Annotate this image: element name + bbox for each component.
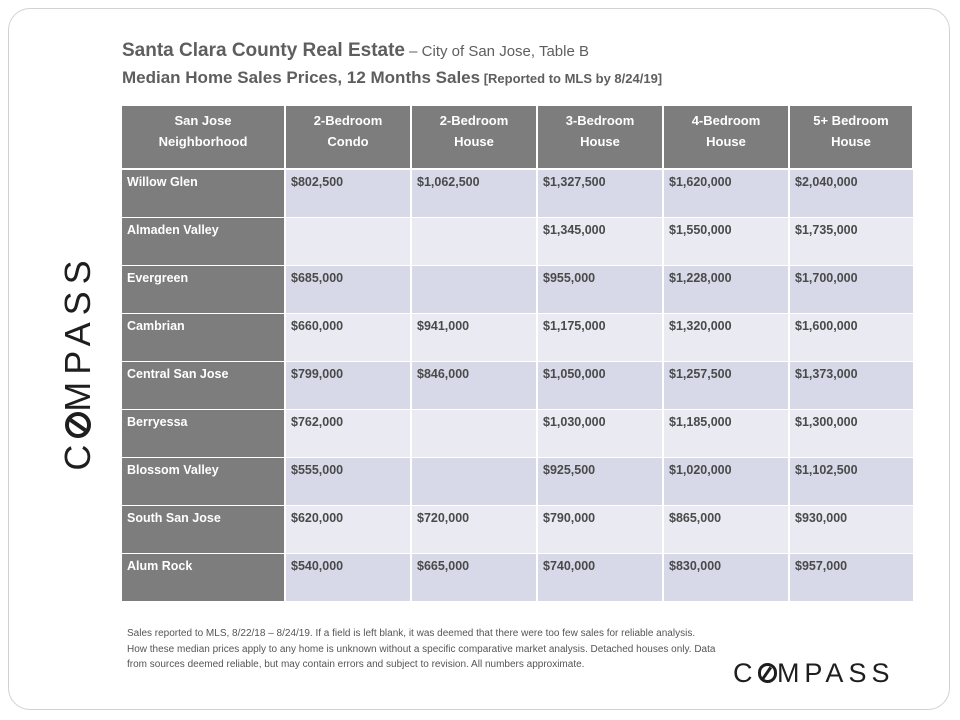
price-cell: $2,040,000 bbox=[788, 169, 913, 218]
price-cell: $1,175,000 bbox=[536, 313, 663, 362]
price-cell: $955,000 bbox=[536, 265, 663, 314]
price-cell: $1,700,000 bbox=[788, 265, 913, 314]
price-cell: $555,000 bbox=[284, 457, 411, 506]
price-cell: $740,000 bbox=[536, 553, 663, 602]
neighborhood-cell: Almaden Valley bbox=[120, 217, 285, 266]
price-cell: $1,320,000 bbox=[662, 313, 789, 362]
neighborhood-cell: Cambrian bbox=[120, 313, 285, 362]
column-header-line: House bbox=[580, 134, 620, 149]
median-prices-table: San Jose Neighborhood 2-Bedroom Condo 2-Bedr… bbox=[120, 104, 914, 602]
price-cell bbox=[410, 217, 537, 266]
column-header: 5+ Bedroom House bbox=[788, 104, 914, 170]
column-header-line: 3-Bedroom bbox=[565, 113, 635, 128]
price-cell: $1,228,000 bbox=[662, 265, 789, 314]
compass-o-icon bbox=[757, 663, 777, 683]
column-header-line: Neighborhood bbox=[158, 134, 248, 149]
compass-o-icon bbox=[64, 411, 91, 438]
column-header-line: House bbox=[454, 134, 494, 149]
title-line-2: Median Home Sales Prices, 12 Months Sale… bbox=[122, 65, 662, 92]
table-row: South San Jose $620,000 $720,000 $790,000 $8… bbox=[120, 505, 913, 554]
table-row: Blossom Valley $555,000 $925,500 $1,020,000… bbox=[120, 457, 913, 506]
price-cell: $941,000 bbox=[410, 313, 537, 362]
table-row: Berryessa $762,000 $1,030,000 $1,185,000 $1,… bbox=[120, 409, 913, 458]
price-cell: $540,000 bbox=[284, 553, 411, 602]
logo-letter-c: C bbox=[733, 658, 758, 688]
column-header-line: 4-Bedroom bbox=[691, 113, 761, 128]
price-cell: $720,000 bbox=[410, 505, 537, 554]
price-cell: $846,000 bbox=[410, 361, 537, 410]
price-cell: $1,373,000 bbox=[788, 361, 913, 410]
compass-logo-vertical: C MPASS bbox=[57, 242, 98, 482]
price-cell: $790,000 bbox=[536, 505, 663, 554]
price-cell: $620,000 bbox=[284, 505, 411, 554]
column-header: 3-Bedroom House bbox=[536, 104, 664, 170]
table-row: Cambrian $660,000 $941,000 $1,175,000 $1,320… bbox=[120, 313, 913, 362]
slide-title: Santa Clara County Real Estate – City of… bbox=[122, 38, 662, 92]
price-cell: $1,102,500 bbox=[788, 457, 913, 506]
price-cell bbox=[410, 457, 537, 506]
table-row: Central San Jose $799,000 $846,000 $1,050,0… bbox=[120, 361, 913, 410]
price-cell: $1,620,000 bbox=[662, 169, 789, 218]
column-header-line: 2-Bedroom bbox=[439, 113, 509, 128]
table-row: Willow Glen $802,500 $1,062,500 $1,327,500 $… bbox=[120, 169, 913, 218]
price-cell: $957,000 bbox=[788, 553, 913, 602]
price-cell: $1,020,000 bbox=[662, 457, 789, 506]
title-main: Santa Clara County Real Estate bbox=[122, 40, 405, 61]
neighborhood-cell: Evergreen bbox=[120, 265, 285, 314]
neighborhood-cell: Central San Jose bbox=[120, 361, 285, 410]
column-header-line: Condo bbox=[327, 134, 369, 149]
column-header-line: House bbox=[706, 134, 746, 149]
table-row: Almaden Valley $1,345,000 $1,550,000 $1,735… bbox=[120, 217, 913, 266]
logo-letter-c: C bbox=[57, 437, 98, 471]
column-header: San Jose Neighborhood bbox=[120, 104, 286, 170]
price-cell: $930,000 bbox=[788, 505, 913, 554]
price-cell: $660,000 bbox=[284, 313, 411, 362]
price-cell: $1,062,500 bbox=[410, 169, 537, 218]
price-cell: $1,327,500 bbox=[536, 169, 663, 218]
title-subtitle: – City of San Jose, Table B bbox=[404, 43, 589, 60]
table-row: Alum Rock $540,000 $665,000 $740,000 $830,00… bbox=[120, 553, 913, 602]
table-row: Evergreen $685,000 $955,000 $1,228,000 $1,70… bbox=[120, 265, 913, 314]
logo-letters-rest: MPASS bbox=[776, 658, 895, 688]
price-cell: $865,000 bbox=[662, 505, 789, 554]
price-cell: $830,000 bbox=[662, 553, 789, 602]
compass-logo: C MPASS bbox=[733, 657, 894, 689]
price-cell: $1,735,000 bbox=[788, 217, 913, 266]
price-cell: $802,500 bbox=[284, 169, 411, 218]
column-header: 2-Bedroom Condo bbox=[284, 104, 412, 170]
logo-letters-rest: MPASS bbox=[57, 253, 98, 412]
price-cell: $1,257,500 bbox=[662, 361, 789, 410]
neighborhood-cell: Willow Glen bbox=[120, 169, 285, 218]
price-cell: $762,000 bbox=[284, 409, 411, 458]
price-cell: $1,550,000 bbox=[662, 217, 789, 266]
title-line-1: Santa Clara County Real Estate – City of… bbox=[122, 38, 662, 65]
column-header: 2-Bedroom House bbox=[410, 104, 538, 170]
column-header-line: House bbox=[831, 134, 871, 149]
neighborhood-cell: South San Jose bbox=[120, 505, 285, 554]
price-cell: $1,185,000 bbox=[662, 409, 789, 458]
price-cell: $1,300,000 bbox=[788, 409, 913, 458]
price-cell: $1,050,000 bbox=[536, 361, 663, 410]
column-header: 4-Bedroom House bbox=[662, 104, 790, 170]
column-header-line: 2-Bedroom bbox=[313, 113, 383, 128]
neighborhood-cell: Berryessa bbox=[120, 409, 285, 458]
neighborhood-cell: Alum Rock bbox=[120, 553, 285, 602]
price-cell bbox=[410, 409, 537, 458]
price-cell bbox=[284, 217, 411, 266]
price-cell bbox=[410, 265, 537, 314]
price-cell: $1,600,000 bbox=[788, 313, 913, 362]
column-header-line: San Jose bbox=[174, 113, 232, 128]
price-cell: $685,000 bbox=[284, 265, 411, 314]
title-secondary: Median Home Sales Prices, 12 Months Sale… bbox=[122, 68, 481, 87]
title-report-note: [Reported to MLS by 8/24/19] bbox=[480, 71, 663, 86]
footnote: Sales reported to MLS, 8/22/18 – 8/24/19… bbox=[127, 628, 716, 670]
price-cell: $665,000 bbox=[410, 553, 537, 602]
column-header-line: 5+ Bedroom bbox=[813, 113, 889, 128]
price-cell: $1,345,000 bbox=[536, 217, 663, 266]
price-cell: $1,030,000 bbox=[536, 409, 663, 458]
table-header-row: San Jose Neighborhood 2-Bedroom Condo 2-Bedr… bbox=[120, 104, 914, 170]
price-cell: $925,500 bbox=[536, 457, 663, 506]
price-cell: $799,000 bbox=[284, 361, 411, 410]
neighborhood-cell: Blossom Valley bbox=[120, 457, 285, 506]
